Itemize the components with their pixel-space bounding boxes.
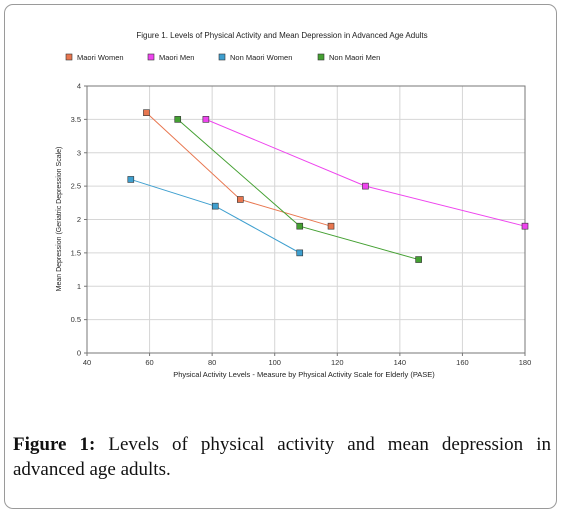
- y-axis-label: Mean Depression (Geriatric Depression Sc…: [56, 147, 63, 292]
- caption-label: Figure 1:: [13, 434, 96, 455]
- y-tick-label: 4: [77, 82, 81, 91]
- caption-text: Levels of physical activity and mean dep…: [13, 434, 551, 480]
- data-point: [327, 222, 335, 230]
- data-point: [237, 196, 244, 203]
- series: [127, 176, 304, 257]
- legend-label: Non Maori Women: [230, 53, 292, 62]
- data-point: [521, 222, 529, 230]
- legend-swatch: [218, 53, 226, 61]
- y-tick-label: 1.5: [71, 248, 81, 257]
- x-tick-label: 140: [394, 358, 407, 367]
- y-tick-label: 0.5: [71, 315, 81, 324]
- y-tick-label: 3: [77, 148, 81, 157]
- data-point: [415, 256, 422, 263]
- x-axis: 40 60 80 100 120 140 160 180: [83, 353, 531, 367]
- legend-label: Maori Women: [77, 53, 124, 62]
- series: [174, 116, 422, 263]
- y-axis: 0 0.5 1 1.5 2 2.5 3 3.5 4: [71, 82, 87, 358]
- legend-swatch: [317, 53, 325, 61]
- x-tick-label: 60: [145, 358, 153, 367]
- y-tick-label: 3.5: [71, 115, 81, 124]
- legend-item: Maori Men: [147, 53, 194, 62]
- legend-swatch: [147, 53, 155, 61]
- y-tick-label: 0: [77, 349, 81, 358]
- data-point: [174, 116, 182, 123]
- x-tick-label: 80: [208, 358, 216, 367]
- data-point: [362, 182, 369, 190]
- legend-item: Non Maori Men: [317, 53, 380, 62]
- data-point: [127, 176, 135, 183]
- series-line: [205, 118, 526, 227]
- x-axis-label: Physical Activity Levels - Measure by Ph…: [173, 370, 435, 379]
- y-tick-label: 2: [77, 215, 81, 224]
- data-point: [143, 109, 150, 116]
- series-layer: [127, 109, 529, 263]
- x-tick-label: 160: [456, 358, 469, 367]
- figure-frame: [4, 4, 557, 509]
- y-tick-label: 1: [77, 282, 81, 291]
- x-tick-label: 120: [331, 358, 344, 367]
- legend-item: Maori Women: [65, 53, 124, 62]
- y-tick-label: 2.5: [71, 182, 81, 191]
- chart: Figure 1. Levels of Physical Activity an…: [56, 31, 531, 379]
- data-point: [202, 116, 210, 123]
- grid: [87, 86, 525, 353]
- figure-caption: Figure 1: Levels of physical activity an…: [13, 432, 551, 482]
- legend-label: Non Maori Men: [329, 53, 380, 62]
- chart-title: Figure 1. Levels of Physical Activity an…: [136, 31, 427, 40]
- legend-swatch: [65, 53, 73, 61]
- legend-item: Non Maori Women: [218, 53, 292, 62]
- x-tick-label: 180: [519, 358, 532, 367]
- x-tick-label: 40: [83, 358, 91, 367]
- series-line: [177, 118, 419, 261]
- x-tick-label: 100: [268, 358, 281, 367]
- data-point: [211, 202, 219, 210]
- data-point: [296, 222, 304, 230]
- series: [143, 109, 335, 230]
- data-point: [296, 249, 304, 257]
- legend-label: Maori Men: [159, 53, 194, 62]
- series-line: [146, 112, 332, 227]
- legend: Maori Women Maori Men Non Maori Women Non M…: [65, 53, 380, 62]
- series: [202, 116, 529, 230]
